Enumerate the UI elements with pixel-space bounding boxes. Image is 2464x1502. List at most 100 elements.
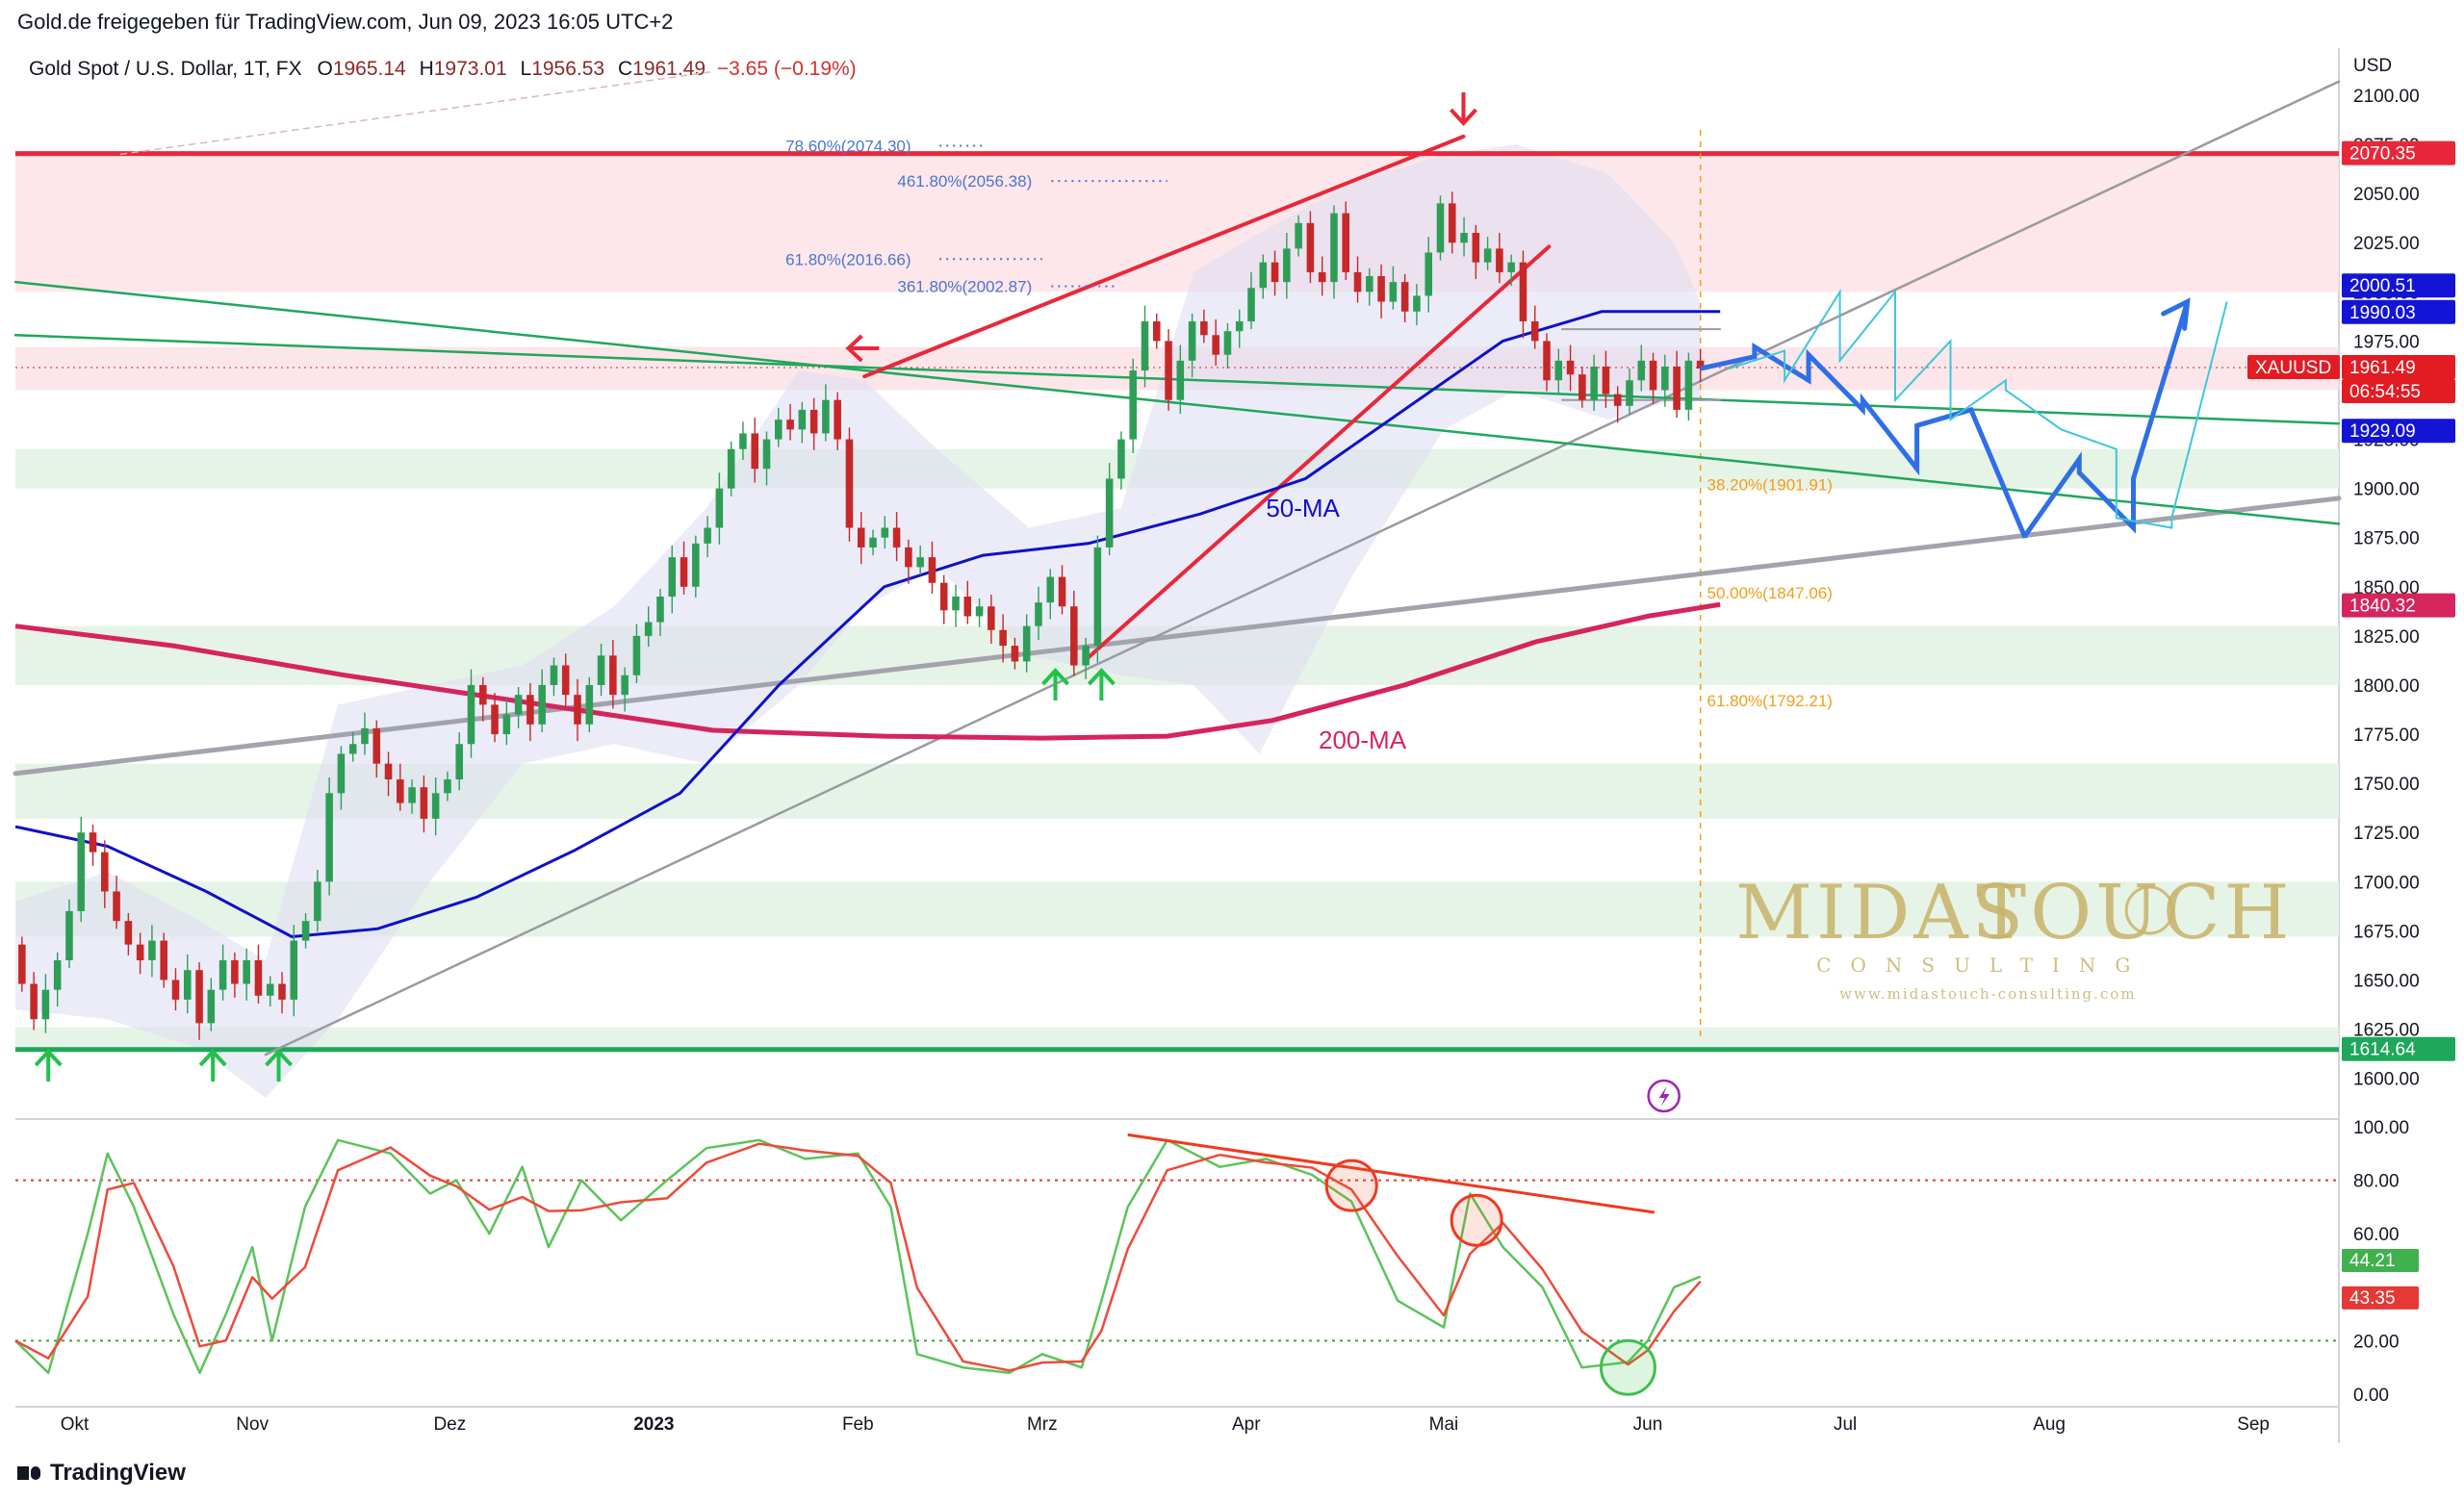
legend-change: −3.65 (−0.19%) (716, 58, 857, 80)
stoch-axis-tick: 20.00 (2353, 1332, 2400, 1352)
candle-body (325, 793, 333, 882)
candle (1436, 195, 1445, 261)
candle (939, 574, 948, 624)
candle-body (975, 606, 984, 617)
price-tag-label: XAUUSD (2255, 358, 2331, 378)
price-axis-tick: 2025.00 (2353, 234, 2420, 254)
candle (502, 699, 511, 746)
candle (798, 401, 807, 444)
candle (124, 912, 133, 955)
candle-body (1235, 320, 1244, 332)
resistance-zone (15, 154, 2339, 293)
candle-body (1259, 262, 1268, 289)
candle (372, 720, 381, 777)
price-tag-label: 1929.09 (2349, 421, 2416, 442)
candle (739, 421, 747, 461)
candle-body (1602, 366, 1610, 395)
price-tag-bg (2342, 355, 2455, 380)
candle (786, 403, 794, 441)
candle-body (1223, 331, 1232, 355)
time-axis-label: Apr (1232, 1414, 1261, 1435)
candle (621, 667, 629, 712)
candle-body (1152, 320, 1161, 342)
candle-body (952, 597, 960, 611)
candle-body (171, 980, 180, 1000)
time-axis-label: Okt (61, 1414, 90, 1435)
candle-body (939, 582, 948, 611)
candle (656, 588, 664, 636)
lightning-icon[interactable] (1647, 1079, 1681, 1113)
red-wedge-lower (1086, 244, 1552, 660)
candle (231, 952, 239, 998)
candle (1082, 637, 1090, 679)
candle-body (1626, 380, 1633, 406)
time-axis-label: Mrz (1027, 1414, 1058, 1435)
candle-body (372, 727, 381, 764)
candle-body (1507, 262, 1515, 272)
fib-retracement-label: 38.20%(1901.91) (1707, 476, 1833, 495)
candle-body (1554, 360, 1563, 381)
candle (1152, 313, 1161, 349)
red-wedge-upper (862, 134, 1466, 379)
price-tag-bg (2247, 355, 2340, 380)
candle (1093, 535, 1102, 663)
up-arrow-icon (265, 1049, 294, 1082)
candle (1353, 256, 1362, 303)
price-tag-bg (2342, 419, 2455, 444)
forecast-path-alt (1729, 288, 2228, 529)
candle (1176, 344, 1185, 414)
candle (704, 516, 711, 558)
candle-body (160, 940, 167, 980)
candle-body (526, 695, 534, 725)
candle (1673, 350, 1681, 419)
candle-body (290, 940, 298, 1000)
candle (881, 516, 889, 548)
candle-body (1519, 262, 1527, 321)
time-axis-label: Aug (2033, 1414, 2066, 1435)
candle-body (1637, 360, 1646, 381)
candle-body (361, 727, 369, 745)
price-axis-tick: 2100.00 (2353, 87, 2420, 107)
price-axis-tick: 1800.00 (2353, 676, 2420, 697)
candle (1212, 318, 1219, 366)
candle-body (1295, 222, 1302, 249)
candle (775, 407, 783, 447)
candle-body (680, 557, 688, 587)
candle-body (1460, 233, 1468, 243)
symbol-legend: Gold Spot / U.S. Dollar, 1T, FX O1965.14… (29, 58, 857, 81)
fib-extension-label: 78.60%(2074.30) (785, 138, 911, 156)
legend-open: 1965.14 (332, 58, 406, 80)
candle (1188, 313, 1196, 378)
candle-body (1472, 233, 1480, 263)
candle-body (857, 527, 865, 547)
price-axis-tick: 2050.00 (2353, 185, 2420, 205)
price-tag-bg (2342, 273, 2455, 298)
candle (1058, 565, 1066, 615)
stoch-k-line (14, 1138, 1702, 1375)
candle-body (1270, 262, 1279, 283)
candle (266, 976, 274, 1007)
price-tag-ma200: 1840.32 (2342, 593, 2455, 618)
candle (431, 776, 440, 836)
stoch-axis-tick: 0.00 (2353, 1386, 2389, 1406)
candle (1637, 344, 1646, 392)
candle (1519, 250, 1527, 339)
candle-body (301, 921, 310, 941)
candle (1507, 254, 1515, 287)
candle-body (278, 983, 286, 1000)
candle (348, 731, 357, 762)
candle (1590, 354, 1598, 411)
candle-body (491, 704, 499, 735)
arrow-head (265, 1049, 294, 1067)
fib-extension-label: 61.80%(2016.66) (785, 250, 911, 268)
candle (869, 529, 877, 556)
price-tag-label: 1840.32 (2349, 597, 2416, 617)
candle (254, 944, 263, 1004)
candle (1295, 215, 1302, 257)
price-axis-tick: 1875.00 (2353, 529, 2420, 549)
candle-body (869, 537, 877, 547)
stoch-circle-icon (1599, 1338, 1656, 1396)
candle-body (644, 622, 653, 636)
candle (1223, 323, 1232, 369)
